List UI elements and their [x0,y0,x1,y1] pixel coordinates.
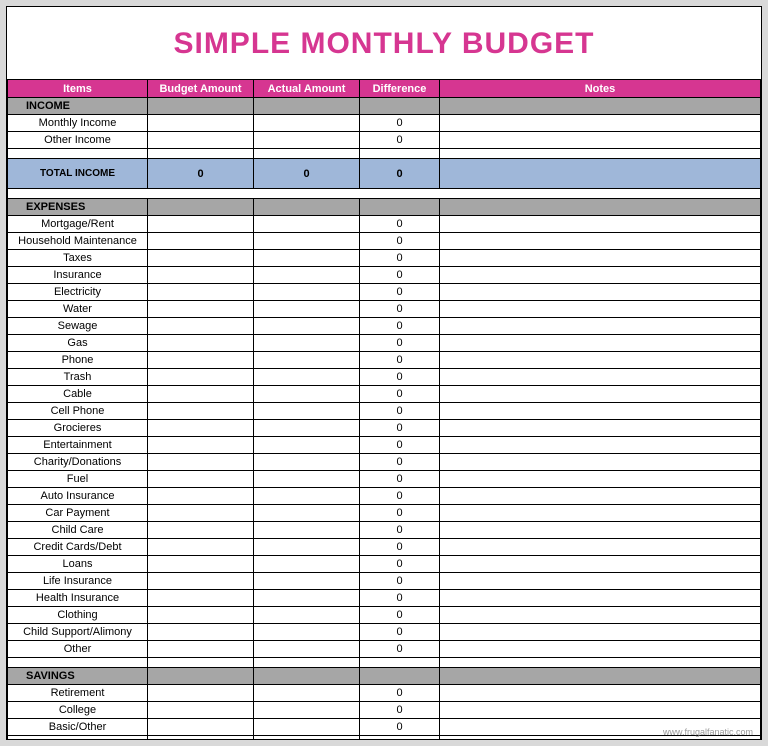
row-label: Other [8,641,148,658]
row-label: Taxes [8,250,148,267]
page-title: SIMPLE MONTHLY BUDGET [7,7,761,79]
col-items: Items [8,80,148,98]
section-expenses: EXPENSES [8,199,148,216]
row-label: Other Income [8,132,148,149]
row-label: Child Care [8,522,148,539]
footer-text: www.frugalfanatic.com [663,727,753,737]
col-notes: Notes [440,80,761,98]
row-label: Water [8,301,148,318]
row-label: College [8,702,148,719]
section-savings: SAVINGS [8,668,148,685]
row-label: Gas [8,335,148,352]
section-income: INCOME [8,98,148,115]
budget-table: ItemsBudget AmountActual AmountDifferenc… [7,79,761,740]
row-label: Car Payment [8,505,148,522]
budget-sheet: SIMPLE MONTHLY BUDGET ItemsBudget Amount… [6,6,762,740]
row-label: Basic/Other [8,719,148,736]
row-label: Cable [8,386,148,403]
row-label: Monthly Income [8,115,148,132]
col-actual: Actual Amount [254,80,360,98]
row-label: Child Support/Alimony [8,624,148,641]
row-label: Retirement [8,685,148,702]
row-label: Charity/Donations [8,454,148,471]
row-label: Life Insurance [8,573,148,590]
row-label: Grocieres [8,420,148,437]
row-label: Credit Cards/Debt [8,539,148,556]
row-label: Trash [8,369,148,386]
row-label: Health Insurance [8,590,148,607]
row-label: Entertainment [8,437,148,454]
row-label: Phone [8,352,148,369]
row-label: Loans [8,556,148,573]
row-label: Cell Phone [8,403,148,420]
row-label: Clothing [8,607,148,624]
col-diff: Difference [360,80,440,98]
row-label: Electricity [8,284,148,301]
row-label: Fuel [8,471,148,488]
total-income-label: TOTAL INCOME [8,159,148,189]
col-budget: Budget Amount [148,80,254,98]
row-label: Auto Insurance [8,488,148,505]
row-label: Sewage [8,318,148,335]
row-label: Insurance [8,267,148,284]
row-label: Mortgage/Rent [8,216,148,233]
row-label: Household Maintenance [8,233,148,250]
